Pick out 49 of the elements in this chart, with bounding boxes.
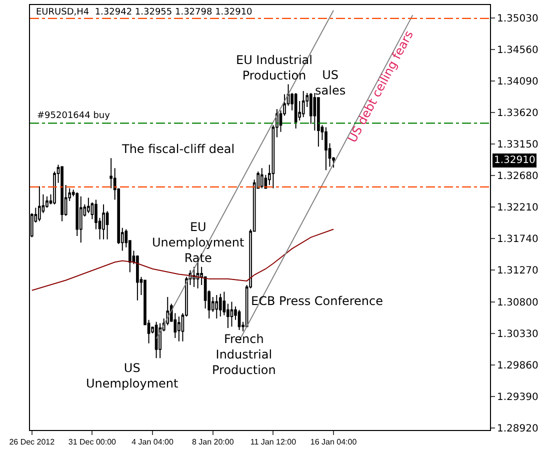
y-tick-label: 1.35030 bbox=[497, 13, 538, 24]
annotation: The fiscal-cliff deal bbox=[121, 142, 235, 156]
y-tick-label: 1.32210 bbox=[497, 202, 538, 214]
candlestick bbox=[38, 186, 41, 222]
candlestick bbox=[238, 309, 241, 330]
y-tick-label: 1.28920 bbox=[497, 423, 538, 434]
x-tick-label: 8 Jan 20:00 bbox=[192, 438, 234, 447]
x-tick-label: 26 Dec 2012 bbox=[9, 438, 56, 447]
ref-line-label: #95201644 buy bbox=[37, 111, 111, 121]
y-tick-label: 1.29390 bbox=[497, 392, 538, 403]
candlestick bbox=[302, 90, 305, 118]
annotation: French Industrial Production bbox=[212, 332, 276, 378]
candlestick bbox=[218, 293, 222, 318]
x-tick-label: 16 Jan 04:00 bbox=[310, 438, 358, 447]
candlestick bbox=[215, 294, 218, 320]
y-tick-label: 1.34560 bbox=[497, 44, 538, 56]
annotation: EU Unemployment Rate bbox=[152, 220, 245, 266]
y-tick-label: 1.31270 bbox=[497, 266, 538, 277]
y-tick-label: 1.33620 bbox=[497, 108, 538, 119]
candlestick bbox=[196, 262, 200, 289]
candlestick bbox=[158, 322, 162, 359]
annotation: 1.32910 bbox=[494, 155, 536, 166]
annotation: US sales bbox=[315, 68, 346, 98]
y-tick-label: 1.30330 bbox=[497, 328, 538, 340]
candlestick bbox=[324, 126, 328, 171]
y-tick-label: 1.33150 bbox=[497, 139, 538, 150]
y-tick-label: 1.32680 bbox=[497, 171, 538, 182]
chart-title: EURUSD,H4 1.32942 1.32955 1.32798 1.32910 bbox=[36, 7, 253, 18]
y-tick-label: 1.31740 bbox=[497, 234, 538, 246]
candlestick bbox=[178, 316, 180, 342]
annotation: EU Industrial Production bbox=[236, 53, 312, 83]
y-tick-label: 1.34090 bbox=[497, 76, 538, 88]
candlestick bbox=[230, 301, 234, 328]
candlestick bbox=[60, 166, 64, 222]
candlestick bbox=[136, 254, 139, 301]
candlestick bbox=[79, 196, 82, 244]
candlestick bbox=[102, 204, 105, 240]
candlestick bbox=[294, 92, 298, 130]
annotation: US Unemployment bbox=[86, 361, 179, 391]
candlestick bbox=[192, 266, 196, 288]
candlestick bbox=[317, 97, 320, 148]
annotation: ECB Press Conference bbox=[251, 294, 383, 308]
x-tick-label: 31 Dec 00:00 bbox=[68, 438, 117, 447]
x-tick-label: 11 Jan 12:00 bbox=[250, 438, 297, 447]
y-tick-label: 1.30800 bbox=[497, 297, 538, 308]
x-tick-label: 4 Jan 04:00 bbox=[132, 438, 174, 447]
candlestick bbox=[154, 321, 158, 359]
y-tick-label: 1.29860 bbox=[497, 360, 538, 372]
candlestick bbox=[260, 168, 264, 189]
